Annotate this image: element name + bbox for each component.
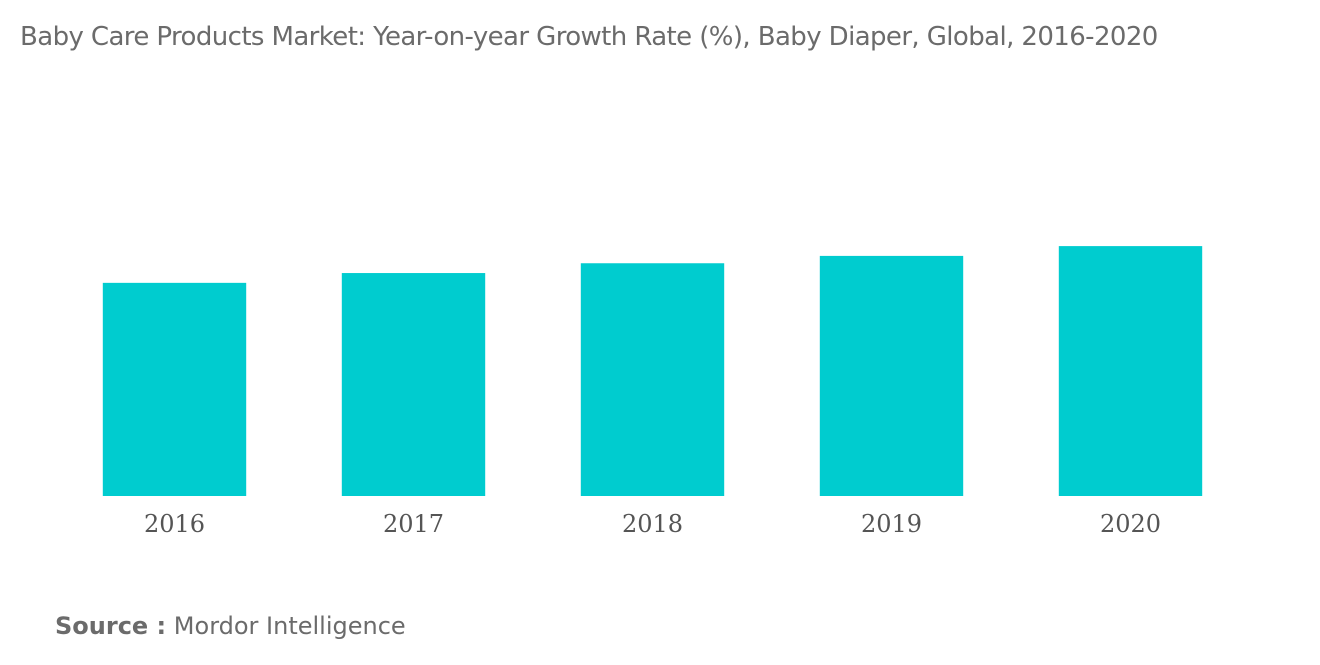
bar-2018 bbox=[580, 263, 725, 496]
x-tick-label-2019: 2019 bbox=[861, 510, 922, 538]
x-tick-label-2016: 2016 bbox=[144, 510, 205, 538]
bar-2017 bbox=[341, 273, 486, 496]
bar-2016 bbox=[102, 282, 247, 496]
source-note: Source : Mordor Intelligence bbox=[55, 612, 406, 640]
x-tick-label-2018: 2018 bbox=[622, 510, 683, 538]
bar-2019 bbox=[819, 255, 964, 496]
source-value: Mordor Intelligence bbox=[173, 612, 406, 640]
bar-2020 bbox=[1058, 246, 1203, 496]
x-tick-label-2017: 2017 bbox=[383, 510, 444, 538]
x-tick-label-2020: 2020 bbox=[1100, 510, 1161, 538]
bars-group bbox=[102, 246, 1203, 496]
x-axis-ticks: 2016 2017 2018 2019 2020 bbox=[144, 510, 1161, 538]
chart-title: Baby Care Products Market: Year-on-year … bbox=[20, 22, 1158, 52]
source-label: Source : bbox=[55, 612, 167, 640]
